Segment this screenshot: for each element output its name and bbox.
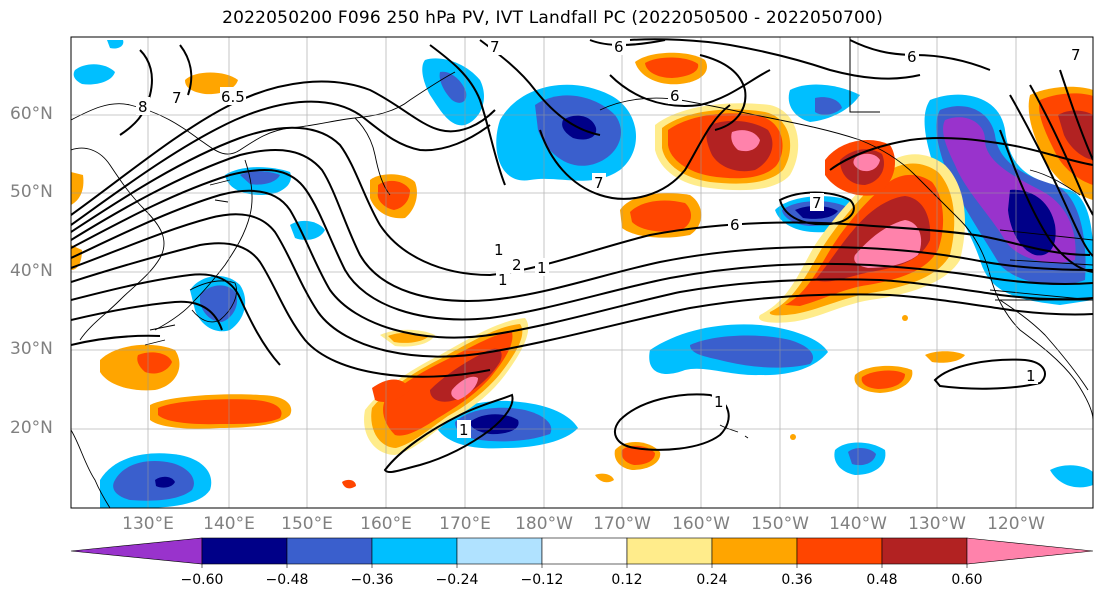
lat-label-40n: 40°N — [10, 261, 53, 281]
colorbar-segment — [711, 537, 798, 565]
colorbar-tick-label: 0.48 — [866, 572, 898, 588]
lon-label: 180°W — [515, 514, 573, 534]
lon-label: 170°E — [439, 514, 491, 534]
colorbar-segment — [456, 537, 543, 565]
colorbar-segment — [966, 537, 1094, 565]
colorbar-segment — [286, 537, 373, 565]
colorbar-segment — [371, 537, 458, 565]
contour-label: 7 — [172, 89, 182, 107]
colorbar-tick-label: −0.36 — [350, 572, 394, 588]
lat-label-20n: 20°N — [10, 418, 53, 438]
colorbar-segment — [70, 537, 203, 565]
contour-label: 1 — [459, 421, 469, 439]
positive-anomaly-regions — [71, 52, 1093, 489]
lat-label-30n: 30°N — [10, 339, 53, 359]
lat-label-60n: 60°N — [10, 104, 53, 124]
contour-label: 6.5 — [221, 88, 245, 106]
contour-label: 1 — [494, 241, 504, 259]
lon-label: 150°E — [281, 514, 333, 534]
contour-label: 1 — [714, 393, 724, 411]
contour-label: 8 — [138, 98, 148, 116]
lon-label: 130°E — [122, 514, 174, 534]
colorbar-segment — [626, 537, 713, 565]
contour-label: 7 — [1071, 46, 1081, 64]
colorbar-tick-label: −0.24 — [435, 572, 479, 588]
contour-label: 6 — [670, 87, 680, 105]
pv-contours — [71, 38, 1093, 474]
colorbar — [70, 537, 1094, 568]
colorbar-segment — [541, 537, 628, 565]
colorbar-tick-label: −0.12 — [520, 572, 564, 588]
contour-label: 1 — [498, 271, 508, 289]
contour-label: 2 — [512, 256, 522, 274]
political-borders — [849, 37, 1093, 301]
colorbar-tick-label: 0.24 — [696, 572, 728, 588]
lon-label: 170°W — [593, 514, 651, 534]
lon-label: 140°E — [203, 514, 255, 534]
lon-label: 160°W — [672, 514, 730, 534]
colorbar-segment — [796, 537, 883, 565]
colorbar-tick-label: −0.48 — [265, 572, 309, 588]
lon-label: 120°W — [987, 514, 1045, 534]
contour-label: 7 — [594, 174, 604, 192]
colorbar-segment — [881, 537, 968, 565]
lat-label-50n: 50°N — [10, 182, 53, 202]
contour-labels: 8 7 6.5 7 6 7 6 1 7 6 7 6 1 2 1 1 1 1 — [138, 38, 1081, 439]
lon-label: 160°E — [360, 514, 412, 534]
lon-label: 140°W — [829, 514, 887, 534]
map-frame — [70, 36, 1094, 509]
lon-label: 150°W — [751, 514, 809, 534]
colorbar-tick-label: 0.36 — [781, 572, 813, 588]
colorbar-tick-label: 0.60 — [951, 572, 983, 588]
contour-label-backgrounds — [136, 37, 1083, 438]
contour-label: 1 — [537, 259, 547, 277]
colorbar-segment — [201, 537, 288, 565]
lon-label: 130°W — [908, 514, 966, 534]
figure-title: 2022050200 F096 250 hPa PV, IVT Landfall… — [222, 8, 883, 28]
contour-label: 1 — [1026, 367, 1036, 385]
colorbar-tick-label: −0.60 — [180, 572, 224, 588]
contour-label: 7 — [490, 38, 500, 56]
contour-label: 6 — [907, 48, 917, 66]
colorbar-tick-label: 0.12 — [611, 572, 643, 588]
contour-label: 7 — [812, 194, 822, 212]
contour-label: 6 — [614, 38, 624, 56]
contour-label: 6 — [730, 216, 740, 234]
